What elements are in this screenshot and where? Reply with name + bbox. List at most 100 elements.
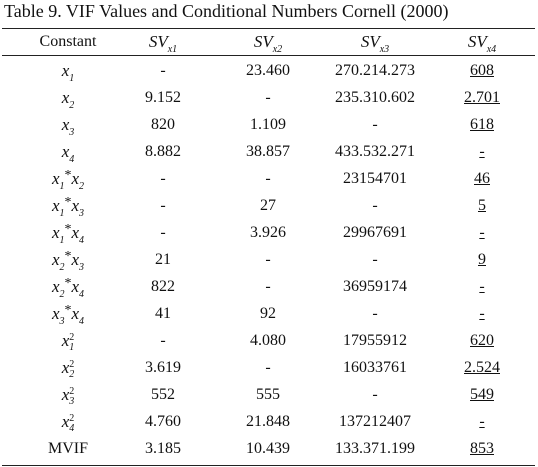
value-cell: 2.701 [464, 89, 500, 106]
value-cell: - [479, 413, 485, 430]
value-cell: 9 [478, 251, 486, 268]
value-cell: 3.926 [250, 224, 286, 241]
header-cell: Constant [16, 28, 120, 55]
row-label: x4 [16, 138, 120, 165]
variable: x [51, 304, 60, 323]
header-text: SV [467, 32, 487, 51]
subscript: 2 [69, 100, 75, 111]
rule [2, 55, 535, 56]
header-text: SV [360, 32, 380, 51]
value-cell: 27 [260, 197, 276, 214]
superscript: 2 [69, 413, 75, 425]
value-cell: - [160, 62, 166, 79]
row-label: x2 [16, 84, 120, 111]
header-cell: SVx1 [111, 28, 215, 55]
header-text: SV [148, 32, 168, 51]
variable: x [71, 169, 80, 188]
value-cell: 17955912 [343, 332, 407, 349]
row-label: x2*x3 [16, 246, 120, 273]
value-cell: 133.371.199 [335, 440, 415, 457]
variable: x [71, 196, 80, 215]
subscript: 3 [69, 127, 75, 138]
row-label: x1 [16, 57, 120, 84]
value-cell: 4.760 [145, 413, 181, 430]
variable: x [51, 250, 60, 269]
superscript: 2 [69, 359, 75, 371]
value-cell: 23154701 [343, 170, 407, 187]
row-label: x1*x2 [16, 165, 120, 192]
header-subscript: x1 [167, 44, 178, 55]
variable: x [51, 223, 60, 242]
variable: x [61, 142, 70, 161]
header-cell: SVx3 [323, 28, 427, 55]
value-cell: - [265, 170, 271, 187]
value-cell: 9.152 [145, 89, 181, 106]
variable: x [71, 304, 80, 323]
value-cell: - [372, 386, 378, 403]
value-cell: 2.524 [464, 359, 500, 376]
subscript: 1 [59, 235, 65, 246]
subscript: 1 [59, 181, 65, 192]
value-cell: 8.882 [145, 143, 181, 160]
subscript: 4 [79, 316, 85, 327]
value-cell: 853 [470, 440, 494, 457]
value-cell: 1.109 [250, 116, 286, 133]
value-cell: - [265, 359, 271, 376]
subscript: 1 [69, 342, 75, 354]
header-subscript: x4 [486, 44, 497, 55]
header-subscript: x2 [272, 44, 283, 55]
value-cell: 3.619 [145, 359, 181, 376]
variable: x [61, 412, 70, 431]
variable: x [61, 61, 70, 80]
value-cell: - [265, 278, 271, 295]
row-label: x3*x4 [16, 300, 120, 327]
rule [2, 465, 535, 466]
value-cell: - [372, 305, 378, 322]
header-text: Constant [39, 33, 97, 50]
variable: x [71, 277, 80, 296]
variable: x [61, 358, 70, 377]
value-cell: 552 [151, 386, 175, 403]
value-cell: - [265, 89, 271, 106]
variable: x [61, 331, 70, 350]
joiner: * [64, 303, 72, 318]
value-cell: - [372, 116, 378, 133]
value-cell: - [372, 197, 378, 214]
value-cell: 270.214.273 [335, 62, 415, 79]
value-cell: - [479, 278, 485, 295]
value-cell: 46 [474, 170, 490, 187]
subscript: 2 [59, 262, 65, 273]
value-cell: - [160, 170, 166, 187]
subscript: 1 [59, 208, 65, 219]
header-cell: SVx4 [430, 28, 534, 55]
value-cell: 3.185 [145, 440, 181, 457]
value-cell: 822 [151, 278, 175, 295]
value-cell: - [160, 332, 166, 349]
value-cell: 10.439 [246, 440, 290, 457]
header-text: SV [253, 32, 273, 51]
subscript: 2 [79, 181, 85, 192]
superscript: 2 [69, 332, 75, 344]
value-cell: - [479, 224, 485, 241]
subscript: 4 [69, 423, 75, 435]
value-cell: 820 [151, 116, 175, 133]
value-cell: 608 [470, 62, 494, 79]
value-cell: 41 [155, 305, 171, 322]
subscript: 2 [59, 289, 65, 300]
row-label: x3 [16, 111, 120, 138]
value-cell: - [160, 197, 166, 214]
joiner: * [64, 249, 72, 264]
variable: x [61, 115, 70, 134]
value-cell: 433.532.271 [335, 143, 415, 160]
variable: x [61, 88, 70, 107]
value-cell: 29967691 [343, 224, 407, 241]
rule [2, 28, 535, 29]
